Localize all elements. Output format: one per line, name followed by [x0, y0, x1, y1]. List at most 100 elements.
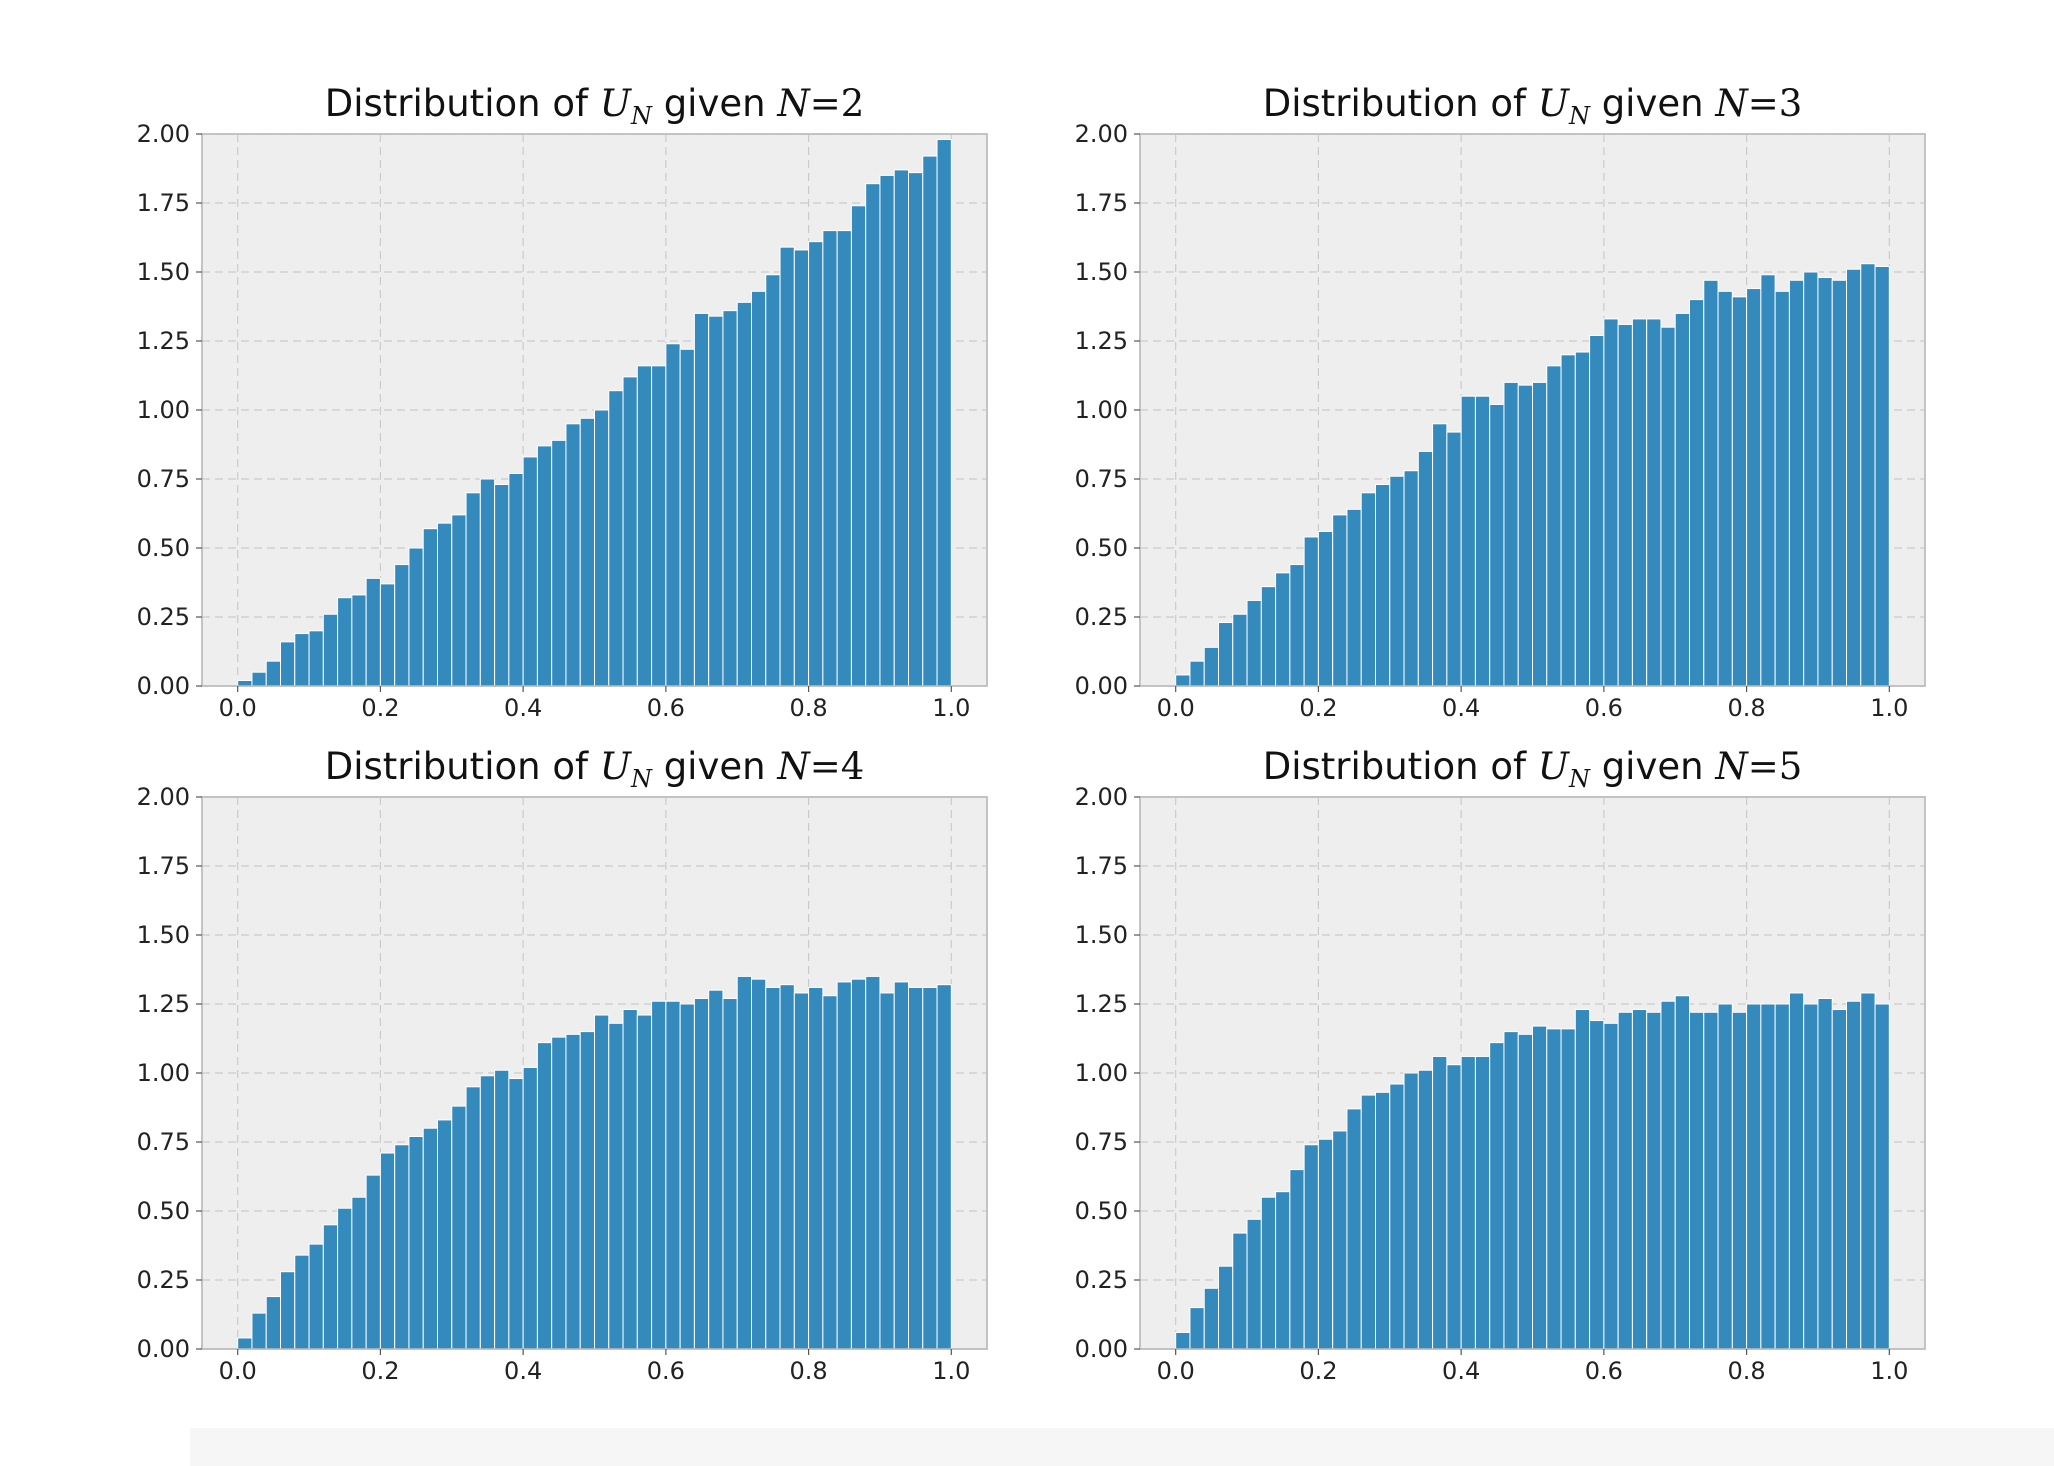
histogram-bar	[708, 989, 724, 1350]
histogram-bar	[536, 445, 553, 687]
histogram-bar	[1289, 1169, 1305, 1350]
x-axis: 0.0 0.2 0.4 0.6 0.8 1.0	[1157, 1349, 1908, 1385]
y-tick-label: 0.75	[137, 1128, 190, 1156]
histogram-bars	[237, 975, 952, 1350]
histogram-bar	[1746, 1003, 1762, 1350]
histogram-bar	[1289, 564, 1305, 687]
histogram-bar	[1631, 318, 1648, 687]
y-tick-label: 1.75	[137, 852, 190, 880]
histogram-bar	[1446, 1064, 1462, 1350]
histogram-bar	[751, 978, 767, 1350]
histogram-bar	[822, 230, 838, 687]
histogram-bar	[1275, 572, 1291, 687]
histogram-bar	[1546, 365, 1562, 687]
x-tick-label: 0.2	[1299, 694, 1337, 722]
histogram-bar	[1517, 1033, 1534, 1350]
histogram-bar	[351, 594, 367, 687]
y-axis: 0.00 0.25 0.50 0.75 1.00 1.25 1.50 1.75 2.00	[1075, 783, 1140, 1363]
histogram-bar	[237, 679, 253, 687]
histogram-bar	[651, 365, 667, 687]
histogram-bar	[1317, 1138, 1334, 1350]
histogram-bar	[1218, 622, 1234, 687]
histogram-bar	[594, 409, 610, 687]
y-axis: 0.00 0.25 0.50 0.75 1.00 1.25 1.50 1.75 2.00	[137, 120, 202, 700]
histogram-bar	[351, 1196, 367, 1350]
histogram-bar	[1360, 492, 1377, 687]
histogram-bar	[536, 1042, 553, 1350]
y-tick-label: 0.00	[137, 672, 190, 700]
histogram-bar	[793, 249, 810, 687]
subplot-title: Distribution of UN given N=3	[1263, 82, 1803, 130]
histogram-bar	[1503, 381, 1519, 687]
histogram-bar	[636, 1014, 653, 1350]
histogram-bar	[579, 417, 596, 687]
histogram-bar	[1403, 1072, 1419, 1350]
histogram-bar	[1417, 450, 1434, 687]
histogram-bar	[1703, 279, 1719, 687]
histogram-bar	[808, 986, 824, 1350]
histogram-bar	[1717, 290, 1733, 687]
histogram-bar	[1746, 288, 1762, 687]
histogram-bar	[1803, 1003, 1819, 1350]
histogram-bar	[665, 343, 681, 687]
histogram-bar	[1589, 1020, 1605, 1350]
y-tick-label: 1.25	[1075, 990, 1128, 1018]
y-tick-label: 1.50	[1075, 921, 1128, 949]
histogram-bar	[1503, 1031, 1519, 1350]
histogram-bar	[337, 597, 353, 687]
histogram-bar	[1417, 1069, 1434, 1350]
x-axis: 0.0 0.2 0.4 0.6 0.8 1.0	[1157, 686, 1908, 722]
histogram-bar	[1303, 536, 1319, 687]
y-tick-label: 2.00	[1075, 120, 1128, 148]
y-axis: 0.00 0.25 0.50 0.75 1.00 1.25 1.50 1.75 2.00	[1075, 120, 1140, 700]
histogram-bar	[865, 975, 881, 1350]
histogram-bar	[1788, 992, 1805, 1350]
y-tick-label: 0.00	[1075, 672, 1128, 700]
histogram-bar	[422, 1127, 438, 1350]
x-tick-label: 0.2	[361, 694, 399, 722]
histogram-bar	[1674, 995, 1691, 1350]
x-tick-label: 0.4	[504, 694, 542, 722]
subplot-title: Distribution of UN given N=4	[325, 745, 865, 793]
histogram-bar	[1275, 1191, 1291, 1350]
histogram-bar	[1260, 1196, 1277, 1350]
x-axis: 0.0 0.2 0.4 0.6 0.8 1.0	[219, 686, 970, 722]
subplot-title: Distribution of UN given N=2	[325, 82, 865, 130]
histogram-bar	[608, 1022, 624, 1350]
histogram-bar	[908, 172, 924, 687]
histogram-bar	[1346, 1108, 1362, 1350]
histogram-bar	[294, 633, 310, 687]
histogram-bar	[736, 301, 753, 687]
histogram-bar	[893, 981, 910, 1350]
x-axis: 0.0 0.2 0.4 0.6 0.8 1.0	[219, 1349, 970, 1385]
histogram-bar	[294, 1254, 310, 1350]
histogram-bar	[1517, 384, 1534, 687]
histogram-bar	[422, 528, 438, 687]
y-axis: 0.00 0.25 0.50 0.75 1.00 1.25 1.50 1.75 2.00	[137, 783, 202, 1363]
histogram-bar	[1589, 334, 1605, 687]
histogram-bar	[1717, 1003, 1733, 1350]
histogram-bar	[1660, 326, 1676, 687]
histogram-bar	[265, 660, 281, 687]
histogram-bar	[865, 183, 881, 687]
histogram-bar	[494, 484, 510, 687]
histogram-bar	[508, 1078, 524, 1350]
y-tick-label: 0.00	[1075, 1335, 1128, 1363]
histogram-bar	[779, 246, 795, 687]
histogram-bar	[308, 630, 324, 687]
x-tick-label: 1.0	[932, 1357, 970, 1385]
x-tick-label: 0.6	[1585, 1357, 1623, 1385]
histogram-bar	[693, 997, 710, 1350]
histogram-bar	[565, 1033, 581, 1350]
histogram-bar	[1817, 277, 1833, 687]
histogram-bar	[1603, 318, 1619, 687]
histogram-bar	[1260, 586, 1277, 687]
histogram-bar	[893, 169, 910, 687]
histogram-bar	[1232, 1232, 1248, 1350]
histogram-bar	[808, 241, 824, 687]
histogram-bar	[736, 975, 753, 1350]
histogram-bar	[1489, 403, 1505, 687]
x-tick-label: 0.8	[790, 694, 828, 722]
x-tick-label: 0.6	[647, 694, 685, 722]
